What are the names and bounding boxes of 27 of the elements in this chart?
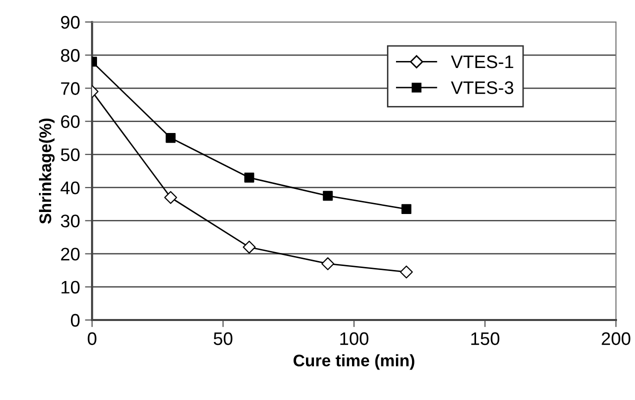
- x-tick-label: 150: [471, 332, 500, 346]
- x-axis-title: Cure time (min): [294, 354, 414, 370]
- y-tick-label: 60: [61, 115, 80, 128]
- x-tick-label: 200: [602, 332, 630, 346]
- legend-label: VTES-3: [450, 81, 514, 94]
- x-tick-label: 0: [88, 332, 96, 346]
- x-tick-label: 50: [214, 332, 232, 346]
- point: [244, 172, 254, 183]
- legend-label: VTES-1: [450, 55, 514, 68]
- y-tick-label: 70: [61, 82, 80, 95]
- y-tick-label: 10: [62, 280, 80, 294]
- x-tick-label: 100: [340, 332, 368, 346]
- point: [242, 240, 256, 254]
- y-tick-label: 40: [60, 181, 80, 194]
- point: [164, 191, 178, 204]
- y-tick-label: 20: [61, 248, 80, 260]
- y-axis-title: Shrinkage(%): [39, 118, 55, 224]
- y-tick-label: 30: [60, 214, 80, 228]
- y-tick-label: 80: [60, 49, 80, 62]
- y-tick-label: 50: [60, 148, 80, 162]
- point: [166, 132, 176, 143]
- y-tick-label: 90: [61, 16, 80, 29]
- y-tick-label: 0: [70, 314, 80, 327]
- point: [401, 204, 412, 214]
- point: [400, 266, 413, 278]
- point: [322, 190, 333, 201]
- point: [321, 257, 334, 270]
